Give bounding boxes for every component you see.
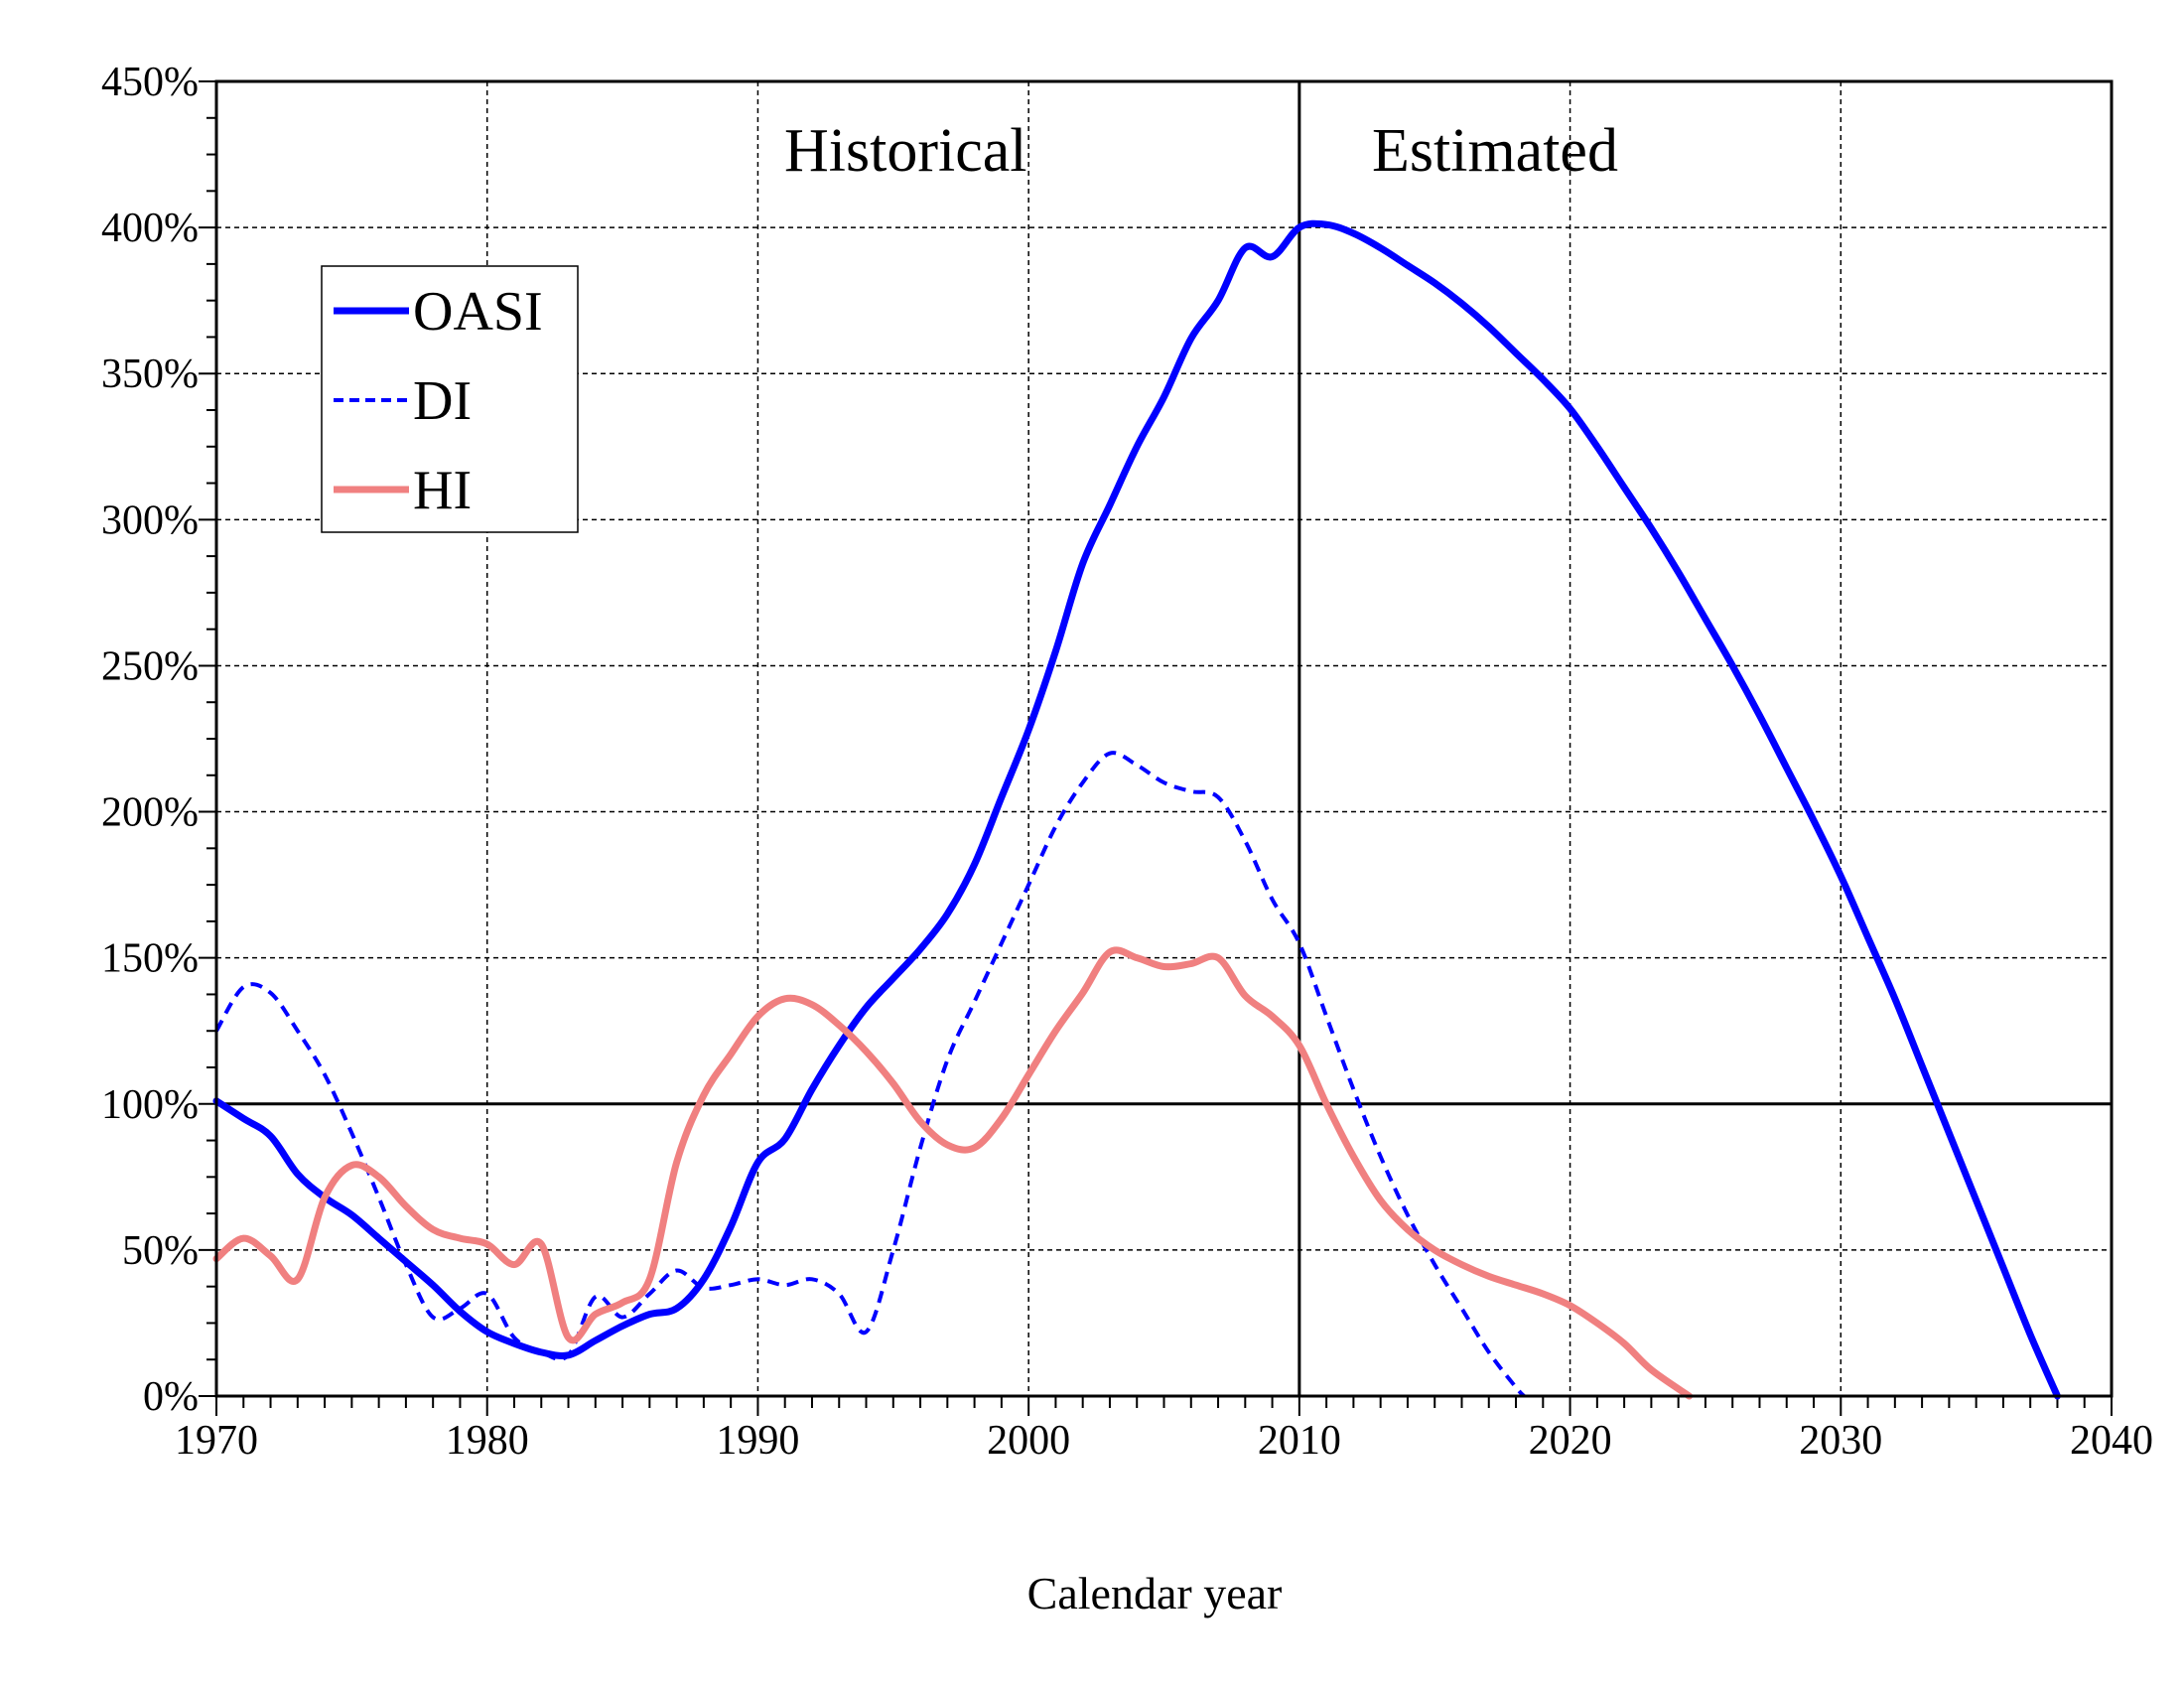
x-axis-label: Calendar year (1027, 1568, 1283, 1618)
series-line-di (214, 751, 1526, 1398)
legend-label-oasi: OASI (413, 281, 543, 343)
y-tick-label: 0% (143, 1374, 199, 1420)
y-tick-label: 250% (101, 643, 199, 689)
x-tick-label: 2020 (1529, 1418, 1612, 1464)
series-lines (212, 219, 2061, 1400)
x-tick-label: 2030 (1799, 1418, 1882, 1464)
y-tick-label: 350% (101, 352, 199, 397)
series-line-hi (212, 946, 1694, 1400)
legend: OASI DI HI (321, 265, 579, 533)
x-tick-label: 1970 (175, 1418, 258, 1464)
annotation-historical: Historical (784, 117, 1027, 185)
x-tick-label: 1980 (446, 1418, 529, 1464)
plot-frame (214, 79, 2114, 1398)
y-tick-label: 200% (101, 790, 199, 836)
annotation-estimated: Estimated (1372, 117, 1618, 185)
y-tick-label: 300% (101, 497, 199, 543)
y-tick-label: 400% (101, 206, 199, 251)
y-tick-label: 100% (101, 1082, 199, 1128)
x-tick-label: 2000 (987, 1418, 1070, 1464)
x-tick-label: 1990 (716, 1418, 799, 1464)
legend-label-hi: HI (413, 460, 472, 521)
grid (216, 81, 2112, 1396)
y-tick-label: 450% (101, 60, 199, 105)
axis-ticks: 1970 1980 1990 2000 2010 2020 2030 2040 0% 50% 100… (101, 60, 2153, 1464)
y-tick-label: 150% (101, 936, 199, 982)
y-tick-label: 50% (122, 1228, 199, 1274)
legend-label-di: DI (413, 370, 472, 432)
x-tick-label: 2010 (1258, 1418, 1341, 1464)
x-tick-label: 2040 (2070, 1418, 2153, 1464)
